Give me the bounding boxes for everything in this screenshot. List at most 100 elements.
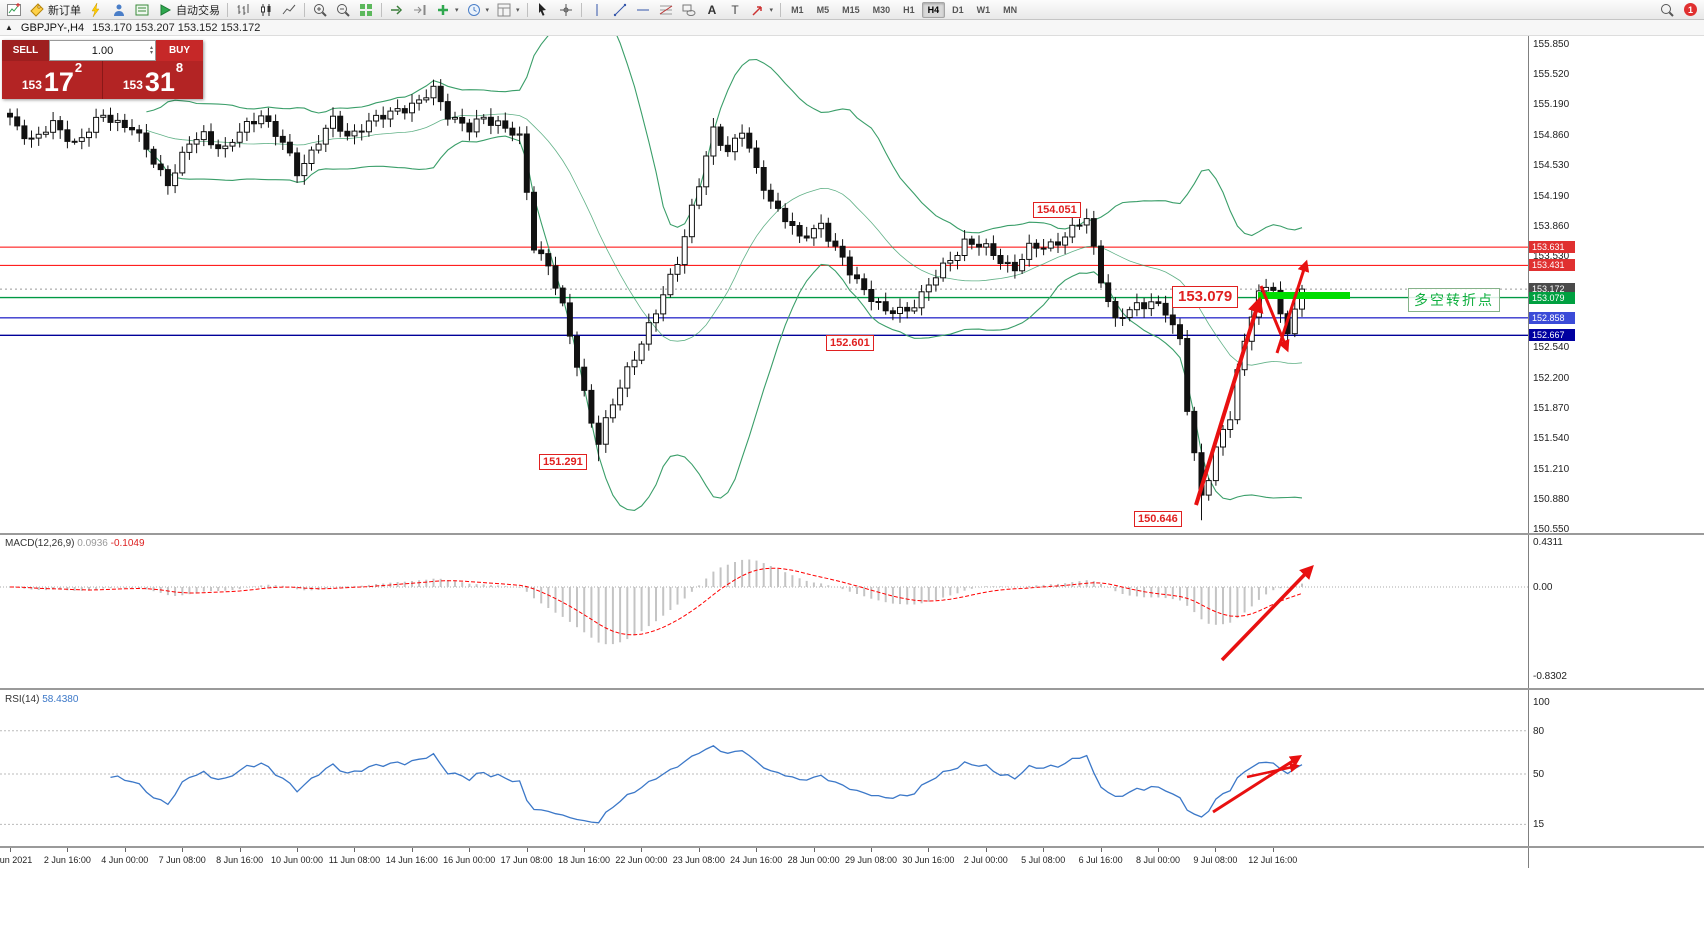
- notification-badge[interactable]: 1: [1684, 3, 1697, 16]
- hline-icon: [636, 9, 649, 10]
- price-tick: 151.210: [1533, 463, 1570, 475]
- toolbar-button-navigator[interactable]: [108, 1, 130, 19]
- time-tick: [469, 848, 471, 852]
- toolbar-button-text-tool[interactable]: A: [701, 1, 723, 19]
- timeframe-h1[interactable]: H1: [903, 4, 915, 15]
- time-label: 30 Jun 16:00: [902, 855, 955, 865]
- time-tick: [526, 848, 528, 852]
- macd-signal-value: -0.1049: [110, 538, 145, 549]
- rsi-axis-tick: 50: [1533, 769, 1545, 780]
- swing-low-label[interactable]: 150.646: [1134, 511, 1182, 527]
- time-axis[interactable]: 1 Jun 2021 2 Jun 16:00 4 Jun 00:00 7 Jun 08…: [0, 848, 1528, 870]
- bollinger-upper-band[interactable]: [146, 36, 1303, 237]
- search-button[interactable]: [1656, 1, 1678, 19]
- macd-panel[interactable]: [0, 535, 1528, 688]
- volume-input[interactable]: 1.00 ▴ ▾: [49, 40, 156, 61]
- toolbar-button-market-execution[interactable]: [85, 1, 107, 19]
- timeframe-mn[interactable]: MN: [1003, 4, 1018, 15]
- time-label: 4 Jun 00:00: [101, 855, 149, 865]
- bollinger-middle-band[interactable]: [146, 113, 1303, 366]
- timeframe-m30[interactable]: M30: [872, 4, 891, 15]
- toolbar-button-fibonacci-tool[interactable]: [655, 1, 677, 19]
- volume-value: 1.00: [91, 44, 114, 57]
- buy-price-prefix: 153: [122, 78, 143, 92]
- buy-price-main: 31: [144, 67, 175, 97]
- timeframe-w1[interactable]: W1: [976, 4, 991, 15]
- toolbar-button-terminal[interactable]: [131, 1, 153, 19]
- toolbar-button-crosshair-tool[interactable]: [555, 1, 577, 19]
- toolbar-button-arrows-tool[interactable]: ▾: [747, 1, 777, 19]
- time-label: 23 Jun 08:00: [672, 855, 725, 865]
- toolbar-button-periods[interactable]: ▾: [463, 1, 493, 19]
- macd-axis-tick: 0.4311: [1533, 537, 1563, 548]
- turning-point-label[interactable]: 多空转折点: [1408, 288, 1500, 312]
- toolbar-button-zoom-in[interactable]: [309, 1, 331, 19]
- timeframe-h4[interactable]: H4: [921, 1, 946, 18]
- toolbar-button-text-label-tool[interactable]: T: [724, 1, 746, 19]
- timeframe-m1[interactable]: M1: [791, 4, 804, 15]
- panel-divider[interactable]: [0, 533, 1704, 535]
- toolbar-button-templates[interactable]: ▾: [493, 1, 523, 19]
- time-tick: [1043, 848, 1045, 852]
- rsi-panel[interactable]: [0, 690, 1528, 846]
- toolbar-button-auto-scroll[interactable]: [386, 1, 408, 19]
- toolbar-button-cursor-tool[interactable]: [532, 1, 554, 19]
- toolbar-button-new-chart[interactable]: [3, 1, 25, 19]
- collapse-icon[interactable]: ▲: [5, 23, 13, 32]
- toolbar-separator: [227, 2, 228, 17]
- time-label: 6 Jul 16:00: [1078, 855, 1123, 865]
- bollinger-lower-band[interactable]: [146, 135, 1303, 511]
- time-tick: [584, 848, 585, 852]
- buy-price-button[interactable]: 153 31 8: [103, 61, 203, 99]
- toolbar-button-indicators-list[interactable]: ▾: [432, 1, 462, 19]
- buy-button[interactable]: BUY: [156, 40, 203, 61]
- swing-low-label[interactable]: 152.601: [826, 335, 874, 351]
- toolbar-button-autotrade[interactable]: 自动交易: [154, 1, 223, 19]
- panel-divider[interactable]: [0, 846, 1704, 848]
- toolbar-button-shapes-tool[interactable]: [678, 1, 700, 19]
- toolbar-button-horizontal-line-tool[interactable]: [632, 1, 654, 19]
- toolbar-button-candlestick-mode[interactable]: [255, 1, 277, 19]
- timeframe-m5[interactable]: M5: [816, 4, 830, 15]
- rsi-line[interactable]: [110, 745, 1303, 824]
- timeframe-d1[interactable]: D1: [952, 4, 964, 15]
- price-tick: 150.880: [1533, 493, 1570, 505]
- toolbar-button-tile-windows[interactable]: [355, 1, 377, 19]
- panel-divider[interactable]: [0, 688, 1704, 690]
- toolbar-button-chart-shift[interactable]: [409, 1, 431, 19]
- time-tick: [124, 848, 126, 852]
- timeframe-m15[interactable]: M15: [842, 4, 860, 15]
- toolbar-button-trendline-tool[interactable]: [609, 1, 631, 19]
- rsi-axis-tick: 80: [1533, 725, 1545, 737]
- key-level-label[interactable]: 153.079: [1172, 286, 1239, 308]
- toolbar-button-line-chart-mode[interactable]: [278, 1, 300, 19]
- toolbar-separator: [381, 2, 382, 17]
- shapes-icon: [682, 4, 696, 16]
- price-tick: 151.540: [1533, 433, 1570, 445]
- zoom-out-icon: [337, 3, 350, 17]
- time-tick: [1100, 848, 1102, 852]
- toolbar-button-new-order[interactable]: 新订单: [26, 1, 84, 19]
- ohlc-readout: 153.170 153.207 153.152 153.172: [92, 21, 261, 34]
- macd-signal-line[interactable]: [9, 567, 1303, 636]
- toolbar-button-vertical-line-tool[interactable]: [586, 1, 608, 19]
- main-toolbar: 新订单 自动交易 ▾ ▾ ▾ A T ▾ M1 M5 M15 M30 H1 H4 D1 W1 MN 1: [0, 0, 1704, 20]
- toolbar-button-zoom-out[interactable]: [332, 1, 354, 19]
- price-tick: 152.200: [1533, 373, 1570, 384]
- time-label: 11 Jun 08:00: [328, 855, 381, 865]
- sell-button[interactable]: SELL: [2, 40, 49, 61]
- macd-axis-tick: -0.8302: [1533, 671, 1567, 682]
- time-label: 1 Jun 2021: [0, 855, 33, 865]
- toolbar-button-bar-chart-mode[interactable]: [232, 1, 254, 19]
- time-label: 29 Jun 08:00: [844, 855, 898, 865]
- rsi-axis-tick: 15: [1533, 819, 1545, 831]
- main-chart-canvas[interactable]: [0, 36, 1528, 533]
- sell-price-button[interactable]: 153 17 2: [2, 61, 103, 99]
- template-icon: [497, 3, 511, 16]
- swing-high-label[interactable]: 154.051: [1033, 202, 1081, 218]
- time-label: 18 Jun 16:00: [557, 855, 611, 865]
- volume-stepper[interactable]: ▴ ▾: [149, 44, 153, 56]
- price-axis[interactable]: 155.850 155.520 155.190 154.860 154.530 154.1…: [1528, 36, 1704, 868]
- swing-low-label[interactable]: 151.291: [539, 454, 587, 470]
